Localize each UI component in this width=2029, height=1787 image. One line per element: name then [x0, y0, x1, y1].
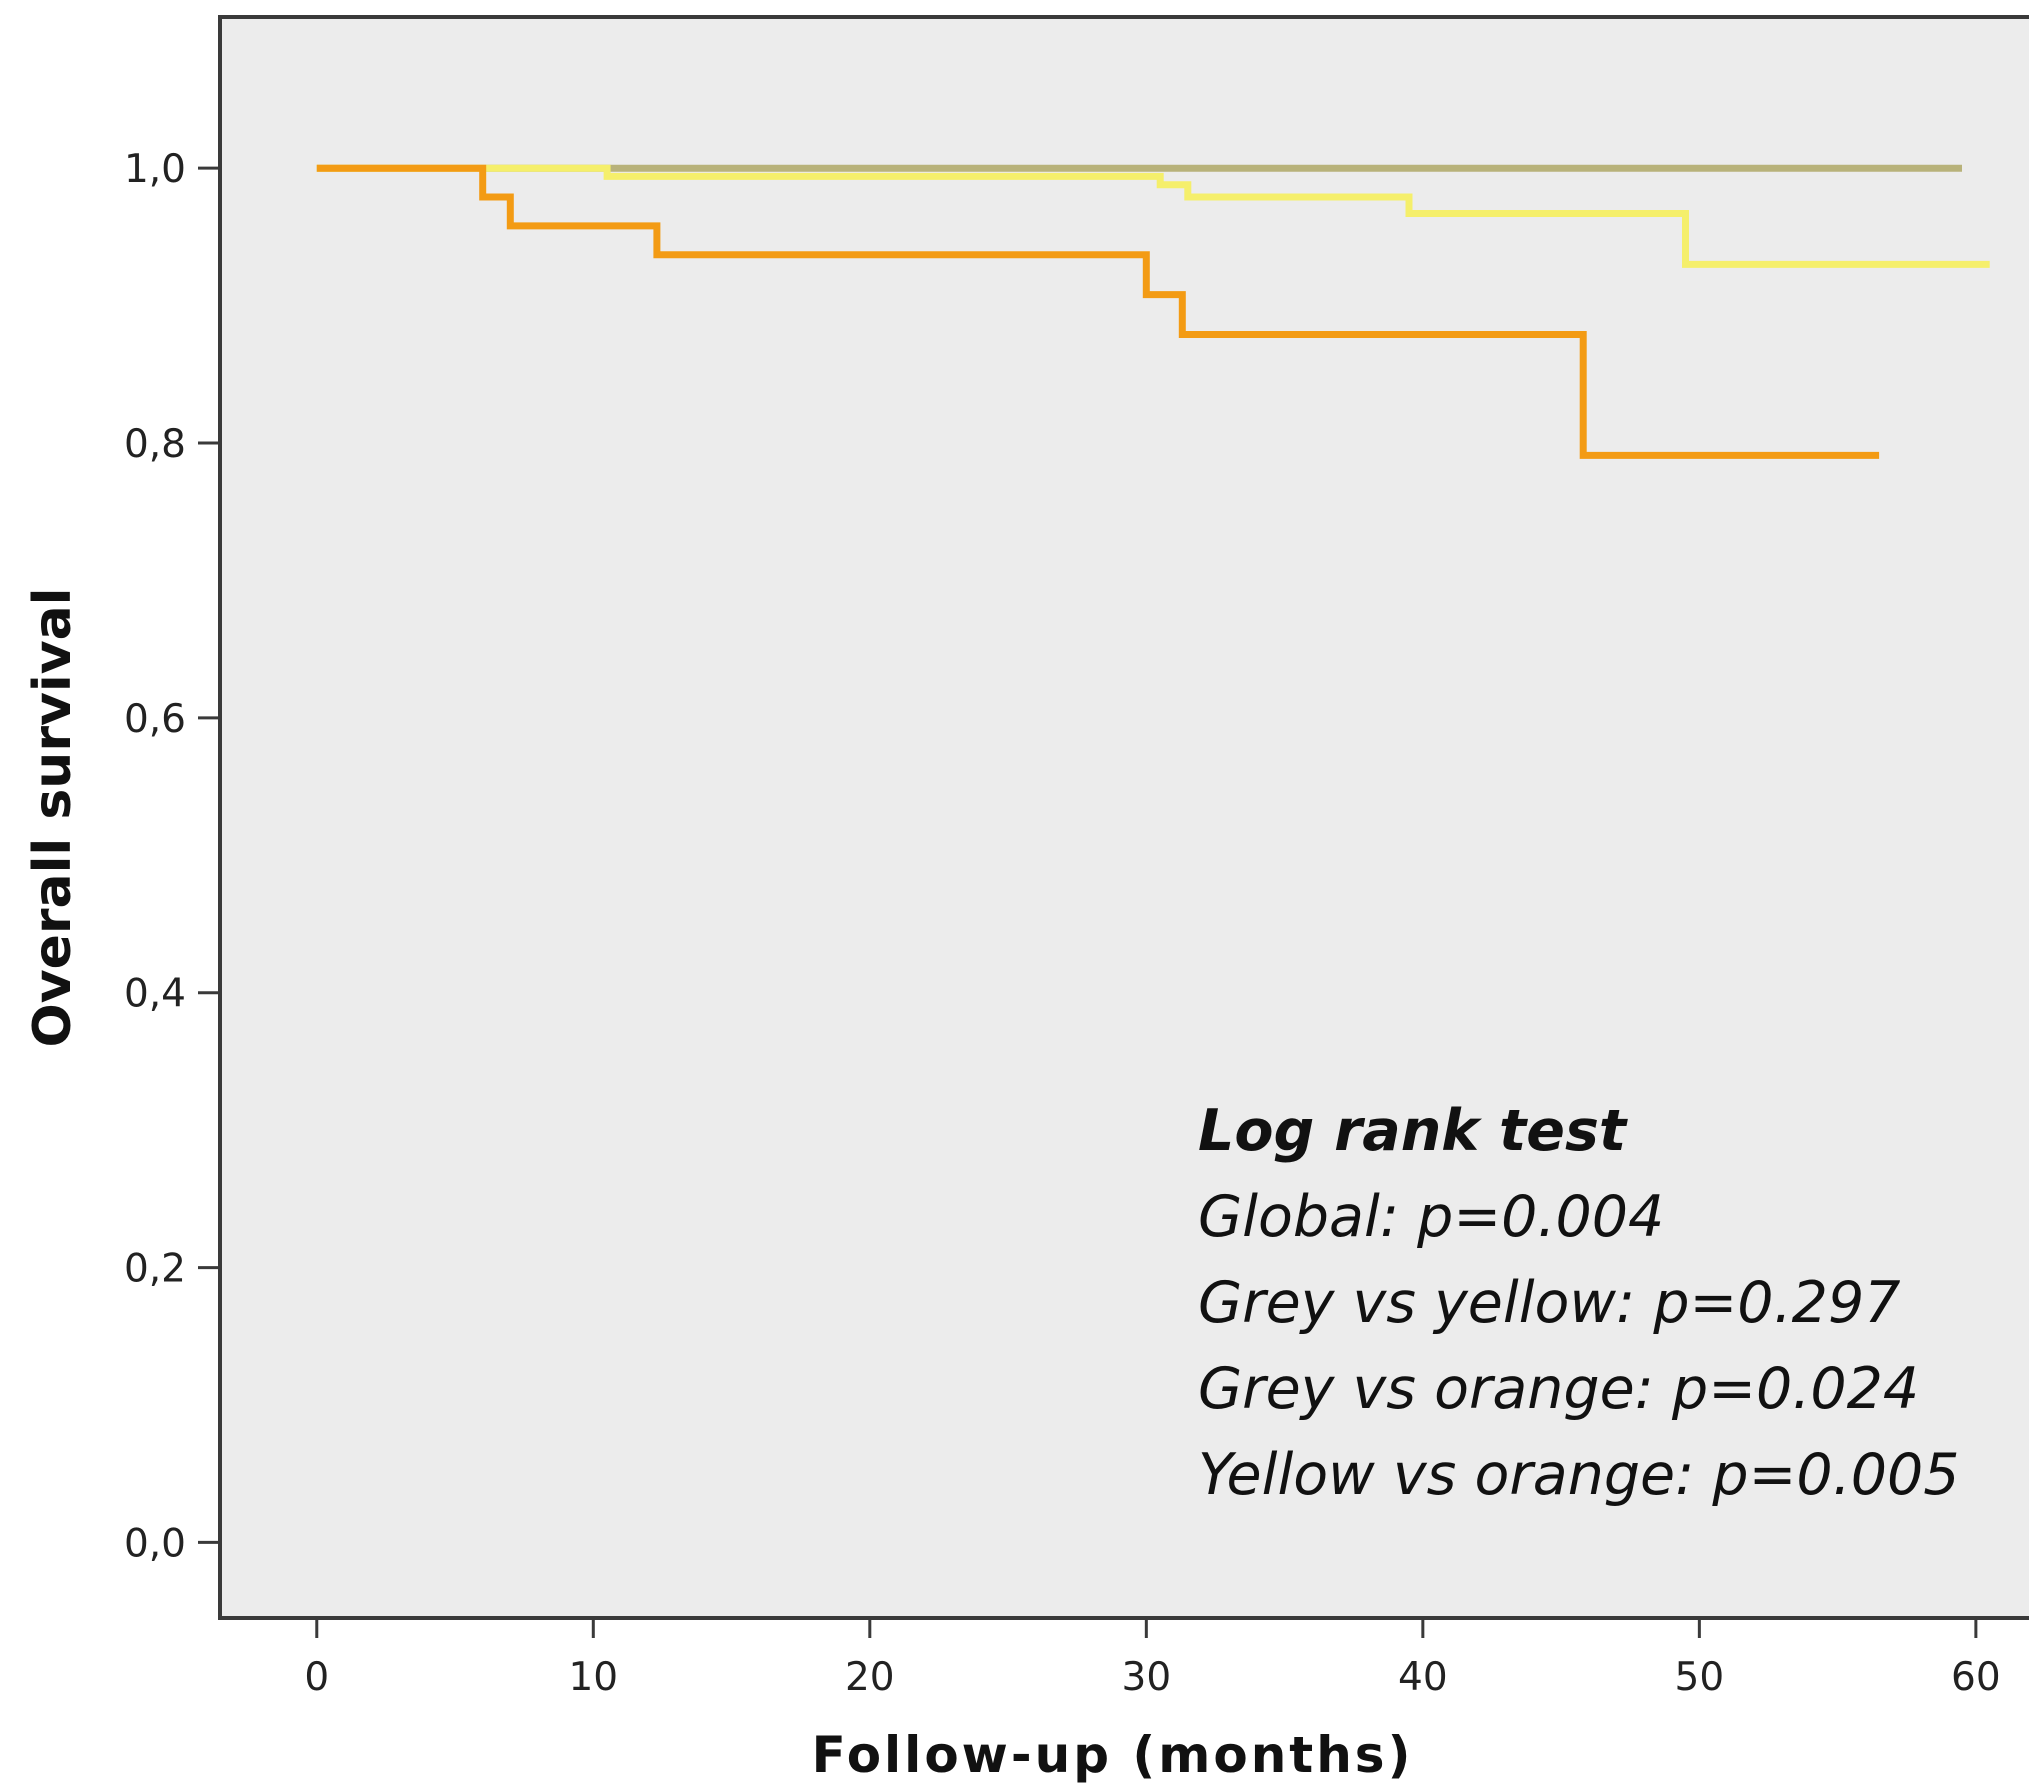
- series-layer: [316, 164, 1990, 459]
- series-orange-line: [316, 164, 1880, 459]
- y-tick-label: 0,2: [124, 1247, 186, 1292]
- x-tick-label: 60: [1951, 1655, 2001, 1700]
- x-tick-label: 20: [845, 1655, 895, 1700]
- y-tick-label: 0,4: [124, 972, 186, 1017]
- x-tick-label: 40: [1398, 1655, 1448, 1700]
- y-axis: 0,0 0,2 0,4 0,6 0,8 1,0: [124, 147, 220, 1566]
- y-tick-label: 0,6: [124, 697, 186, 742]
- x-tick-label: 0: [304, 1655, 329, 1700]
- x-tick-label: 50: [1675, 1655, 1725, 1700]
- plot-frame: [218, 15, 2029, 1620]
- annotation-line-yellow-orange: Yellow vs orange: p=0.005: [1198, 1442, 1960, 1508]
- y-axis-title: Overall survival: [23, 587, 83, 1047]
- annotation-title: Log rank test: [1198, 1098, 1628, 1164]
- x-axis-title: Follow-up (months): [812, 1726, 1414, 1784]
- x-tick-label: 30: [1122, 1655, 1172, 1700]
- x-tick-label: 10: [568, 1655, 618, 1700]
- y-tick-label: 1,0: [124, 147, 186, 192]
- annotation-line-grey-orange: Grey vs orange: p=0.024: [1198, 1356, 1919, 1422]
- plot-area: [220, 17, 2029, 1618]
- y-tick-label: 0,8: [124, 422, 186, 467]
- annotation-line-global: Global: p=0.004: [1198, 1184, 1664, 1250]
- x-axis: 0 10 20 30 40 50 60: [304, 1618, 2001, 1700]
- log-rank-annotation: Log rank test Global: p=0.004 Grey vs ye…: [1198, 1098, 1960, 1508]
- y-tick-label: 0,0: [124, 1521, 186, 1566]
- annotation-line-grey-yellow: Grey vs yellow: p=0.297: [1198, 1270, 1900, 1336]
- series-yellow-line: [316, 164, 1990, 268]
